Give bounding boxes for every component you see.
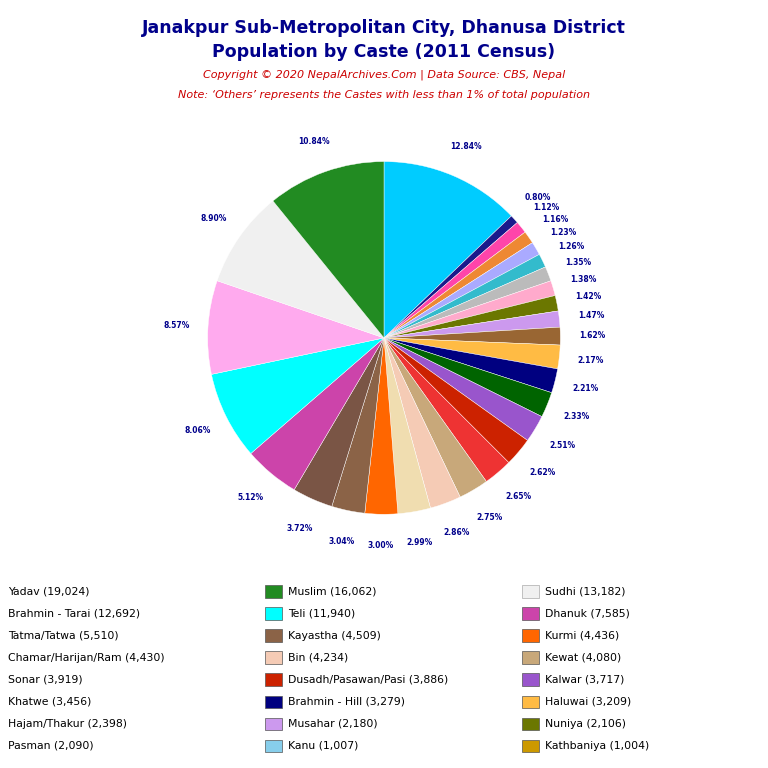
Text: 1.26%: 1.26% <box>558 242 584 251</box>
Text: 8.90%: 8.90% <box>200 214 227 223</box>
Bar <box>522 717 539 730</box>
Wedge shape <box>384 338 551 416</box>
Bar <box>522 651 539 664</box>
Wedge shape <box>207 281 384 374</box>
Text: 1.47%: 1.47% <box>578 311 604 320</box>
Text: Teli (11,940): Teli (11,940) <box>288 608 356 618</box>
Text: Kanu (1,007): Kanu (1,007) <box>288 741 359 751</box>
Wedge shape <box>384 338 486 497</box>
Text: Kewat (4,080): Kewat (4,080) <box>545 653 621 663</box>
Text: Chamar/Harijan/Ram (4,430): Chamar/Harijan/Ram (4,430) <box>8 653 164 663</box>
Text: Copyright © 2020 NepalArchives.Com | Data Source: CBS, Nepal: Copyright © 2020 NepalArchives.Com | Dat… <box>203 69 565 80</box>
Bar <box>522 629 539 642</box>
Text: Kathbaniya (1,004): Kathbaniya (1,004) <box>545 741 650 751</box>
Wedge shape <box>384 223 525 338</box>
Wedge shape <box>384 338 460 508</box>
Text: Tatma/Tatwa (5,510): Tatma/Tatwa (5,510) <box>8 631 118 641</box>
Wedge shape <box>384 254 545 338</box>
Bar <box>522 585 539 598</box>
Bar <box>265 740 282 752</box>
Text: 2.65%: 2.65% <box>505 492 531 502</box>
Bar <box>265 717 282 730</box>
Wedge shape <box>384 243 539 338</box>
Text: Khatwe (3,456): Khatwe (3,456) <box>8 697 91 707</box>
Text: 3.00%: 3.00% <box>368 541 394 551</box>
Wedge shape <box>217 201 384 338</box>
Wedge shape <box>384 281 555 338</box>
Text: Pasman (2,090): Pasman (2,090) <box>8 741 93 751</box>
Text: Brahmin - Hill (3,279): Brahmin - Hill (3,279) <box>288 697 405 707</box>
Text: 10.84%: 10.84% <box>299 137 330 146</box>
Text: Sudhi (13,182): Sudhi (13,182) <box>545 586 626 597</box>
Text: Kayastha (4,509): Kayastha (4,509) <box>288 631 381 641</box>
Wedge shape <box>384 161 511 338</box>
Text: Brahmin - Tarai (12,692): Brahmin - Tarai (12,692) <box>8 608 140 618</box>
Text: Kurmi (4,436): Kurmi (4,436) <box>545 631 620 641</box>
Wedge shape <box>384 327 561 345</box>
Wedge shape <box>211 338 384 454</box>
Text: Janakpur Sub-Metropolitan City, Dhanusa District
Population by Caste (2011 Censu: Janakpur Sub-Metropolitan City, Dhanusa … <box>142 19 626 61</box>
Wedge shape <box>251 338 384 490</box>
Wedge shape <box>273 161 384 338</box>
Wedge shape <box>384 232 532 338</box>
Bar <box>522 696 539 708</box>
Text: 12.84%: 12.84% <box>450 142 482 151</box>
Wedge shape <box>294 338 384 506</box>
Bar <box>265 674 282 686</box>
Wedge shape <box>384 267 551 338</box>
Wedge shape <box>384 338 558 392</box>
Wedge shape <box>384 311 560 338</box>
Text: 1.23%: 1.23% <box>550 228 577 237</box>
Wedge shape <box>384 338 528 462</box>
Text: 0.80%: 0.80% <box>525 194 551 202</box>
Text: 1.38%: 1.38% <box>571 275 597 283</box>
Text: 2.86%: 2.86% <box>443 528 470 538</box>
Text: 1.16%: 1.16% <box>541 215 568 223</box>
Bar <box>265 607 282 620</box>
Text: 2.75%: 2.75% <box>477 513 503 521</box>
Text: Yadav (19,024): Yadav (19,024) <box>8 586 89 597</box>
Text: 5.12%: 5.12% <box>237 493 263 502</box>
Text: 2.62%: 2.62% <box>530 468 556 477</box>
Text: Bin (4,234): Bin (4,234) <box>288 653 348 663</box>
Text: 1.62%: 1.62% <box>579 331 605 340</box>
Wedge shape <box>384 338 560 369</box>
Text: 2.21%: 2.21% <box>573 384 599 393</box>
Bar <box>265 629 282 642</box>
Text: 1.42%: 1.42% <box>575 293 601 301</box>
Wedge shape <box>384 338 508 482</box>
Wedge shape <box>332 338 384 513</box>
Text: Haluwai (3,209): Haluwai (3,209) <box>545 697 631 707</box>
Text: Nuniya (2,106): Nuniya (2,106) <box>545 719 626 729</box>
Text: Muslim (16,062): Muslim (16,062) <box>288 586 376 597</box>
Bar <box>265 696 282 708</box>
Text: Kalwar (3,717): Kalwar (3,717) <box>545 674 624 685</box>
Text: Note: ‘Others’ represents the Castes with less than 1% of total population: Note: ‘Others’ represents the Castes wit… <box>178 90 590 100</box>
Text: Dusadh/Pasawan/Pasi (3,886): Dusadh/Pasawan/Pasi (3,886) <box>288 674 449 685</box>
Text: 8.06%: 8.06% <box>184 426 211 435</box>
Bar <box>522 674 539 686</box>
Wedge shape <box>365 338 398 515</box>
Bar <box>265 651 282 664</box>
Text: 2.33%: 2.33% <box>564 412 590 422</box>
Text: 3.72%: 3.72% <box>286 524 313 533</box>
Text: 2.99%: 2.99% <box>407 538 433 548</box>
Text: 8.57%: 8.57% <box>163 321 190 329</box>
Text: 2.17%: 2.17% <box>578 356 604 365</box>
Text: 1.35%: 1.35% <box>564 258 591 266</box>
Bar <box>265 585 282 598</box>
Text: Hajam/Thakur (2,398): Hajam/Thakur (2,398) <box>8 719 127 729</box>
Bar <box>522 740 539 752</box>
Wedge shape <box>384 338 542 440</box>
Text: 2.51%: 2.51% <box>549 441 575 449</box>
Text: 3.04%: 3.04% <box>329 537 355 546</box>
Wedge shape <box>384 216 518 338</box>
Text: 1.12%: 1.12% <box>533 203 559 212</box>
Text: Sonar (3,919): Sonar (3,919) <box>8 674 82 685</box>
Text: Musahar (2,180): Musahar (2,180) <box>288 719 378 729</box>
Wedge shape <box>384 296 558 338</box>
Wedge shape <box>384 338 431 514</box>
Text: Dhanuk (7,585): Dhanuk (7,585) <box>545 608 631 618</box>
Bar <box>522 607 539 620</box>
